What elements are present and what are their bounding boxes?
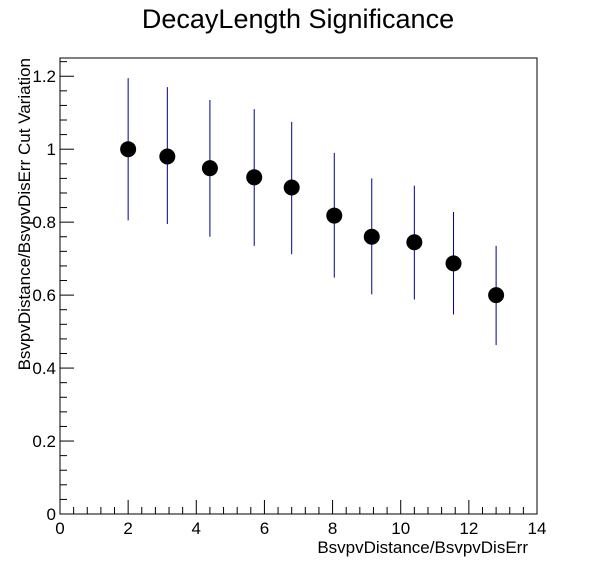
data-point — [488, 287, 505, 304]
chart-title: DecayLength Significance — [142, 4, 454, 34]
y-axis-title: BsvpvDistance/BsvpvDisErr Cut Variation — [15, 58, 34, 370]
x-tick-label: 14 — [528, 519, 547, 538]
error-bars — [127, 78, 497, 346]
x-axis-title: BsvpvDistance/BsvpvDisErr — [317, 538, 528, 557]
data-points — [120, 141, 505, 304]
x-tick-label: 4 — [192, 519, 201, 538]
y-axis-tick-labels: 0 0.2 0.4 0.6 0.8 1 1.2 — [32, 67, 56, 524]
x-tick-label: 0 — [55, 519, 64, 538]
data-point — [283, 179, 300, 196]
y-tick-label: 0.8 — [32, 213, 56, 232]
y-tick-label: 0.6 — [32, 286, 56, 305]
data-point — [120, 141, 137, 158]
y-tick-label: 1 — [47, 140, 56, 159]
y-axis-ticks — [60, 61, 74, 515]
x-axis-ticks — [59, 500, 538, 514]
data-point — [363, 228, 380, 245]
data-point — [445, 255, 462, 272]
x-tick-label: 8 — [328, 519, 337, 538]
x-tick-label: 12 — [459, 519, 478, 538]
data-point — [159, 148, 176, 165]
data-point — [246, 169, 263, 186]
x-tick-label: 6 — [260, 519, 269, 538]
y-tick-label: 1.2 — [32, 67, 56, 86]
data-point — [326, 207, 343, 224]
y-tick-label: 0.4 — [32, 359, 56, 378]
data-point — [406, 234, 423, 251]
x-tick-label: 2 — [123, 519, 132, 538]
x-tick-label: 10 — [391, 519, 410, 538]
x-axis-tick-labels: 0 2 4 6 8 10 12 14 — [55, 519, 546, 538]
data-point — [201, 160, 218, 177]
y-tick-label: 0.2 — [32, 432, 56, 451]
y-tick-label: 0 — [47, 505, 56, 524]
plot-frame — [59, 57, 538, 515]
